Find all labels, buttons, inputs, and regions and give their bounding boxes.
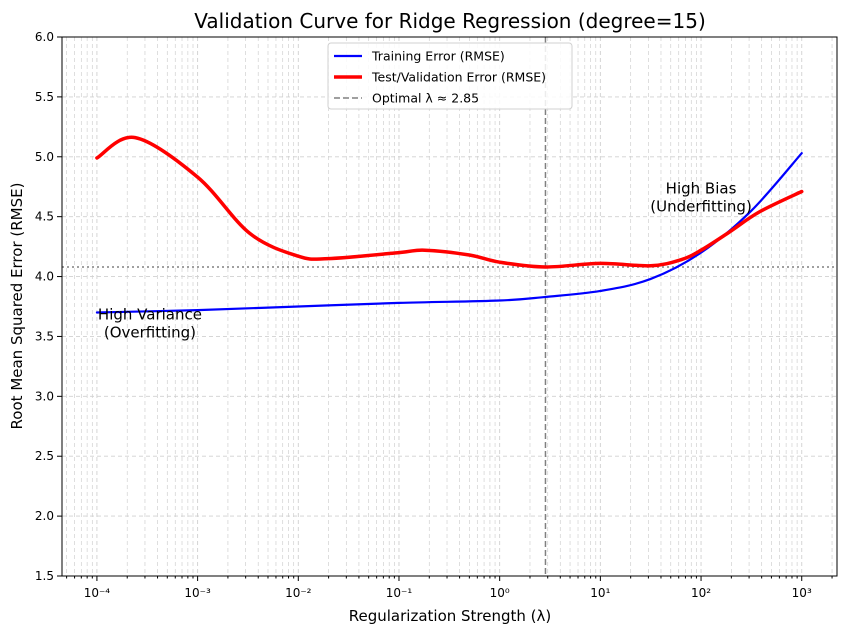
chart-title: Validation Curve for Ridge Regression (d… [194, 9, 706, 33]
y-tick-label: 2.0 [35, 509, 54, 523]
legend-label: Optimal λ ≈ 2.85 [372, 91, 479, 106]
training-error-line [95, 152, 803, 314]
y-tick-label: 5.5 [35, 90, 54, 104]
x-tick-label: 10⁻³ [184, 586, 211, 600]
annotation-text: High Bias [666, 180, 737, 198]
x-tick-label: 10³ [792, 586, 812, 600]
y-tick-label: 1.5 [35, 569, 54, 583]
legend-label: Test/Validation Error (RMSE) [371, 70, 546, 85]
annotation-text: (Underfitting) [650, 198, 752, 216]
x-tick-label: 10¹ [590, 586, 610, 600]
x-tick-label: 10⁻⁴ [84, 586, 111, 600]
x-tick-label: 10² [691, 586, 711, 600]
validation-error-line [95, 135, 804, 269]
legend-label: Training Error (RMSE) [371, 49, 505, 64]
y-tick-label: 4.5 [35, 210, 54, 224]
y-tick-label: 2.5 [35, 449, 54, 463]
annotation-text: (Overfitting) [104, 323, 196, 341]
x-tick-label: 10⁻² [285, 586, 312, 600]
legend-box [327, 42, 573, 110]
y-tick-label: 5.0 [35, 150, 54, 164]
x-tick-label: 10⁻¹ [386, 586, 413, 600]
y-tick-label: 4.0 [35, 270, 54, 284]
plot-frame [61, 36, 838, 577]
legend: Training Error (RMSE) Test/Validation Err… [327, 42, 573, 110]
y-tick-label: 6.0 [35, 30, 54, 44]
x-tick-label: 10⁰ [490, 586, 510, 600]
x-axis-label: Regularization Strength (λ) [349, 607, 552, 625]
y-axis-label: Root Mean Squared Error (RMSE) [8, 183, 26, 430]
annotation-text: High Variance [98, 305, 202, 323]
y-tick-label: 3.0 [35, 389, 54, 403]
y-tick-label: 3.5 [35, 329, 54, 343]
